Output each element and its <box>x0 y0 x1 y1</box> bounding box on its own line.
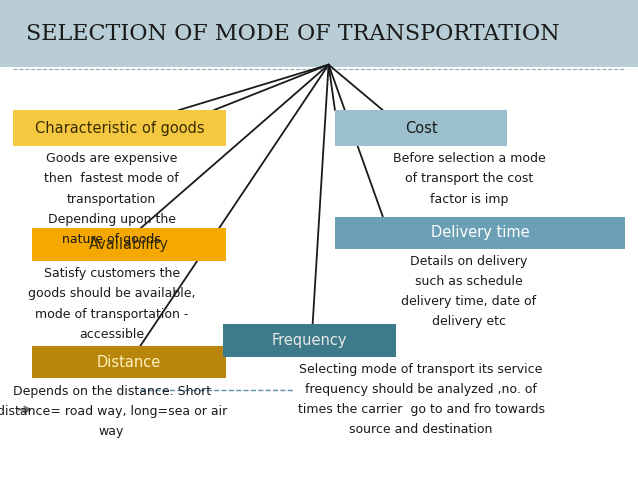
Text: Depending upon the: Depending upon the <box>48 213 175 226</box>
FancyBboxPatch shape <box>223 324 396 357</box>
FancyBboxPatch shape <box>0 0 638 67</box>
Text: times the carrier  go to and fro towards: times the carrier go to and fro towards <box>297 403 545 416</box>
Text: Delivery time: Delivery time <box>431 225 530 240</box>
Text: then  fastest mode of: then fastest mode of <box>44 172 179 185</box>
Text: SELECTION OF MODE OF TRANSPORTATION: SELECTION OF MODE OF TRANSPORTATION <box>26 23 559 46</box>
Text: frequency should be analyzed ,no. of: frequency should be analyzed ,no. of <box>305 383 537 396</box>
Text: Characteristic of goods: Characteristic of goods <box>35 121 204 136</box>
Text: Frequency: Frequency <box>272 333 347 348</box>
Text: Distance: Distance <box>97 354 161 370</box>
FancyBboxPatch shape <box>335 110 507 146</box>
Text: factor is imp: factor is imp <box>430 193 508 205</box>
Text: transportation: transportation <box>67 193 156 205</box>
Text: mode of transportation -: mode of transportation - <box>35 308 188 320</box>
FancyBboxPatch shape <box>32 346 226 378</box>
Text: Before selection a mode: Before selection a mode <box>392 152 545 165</box>
Text: goods should be available,: goods should be available, <box>28 287 195 300</box>
Text: Depends on the distance. Short: Depends on the distance. Short <box>13 385 211 398</box>
Text: such as schedule: such as schedule <box>415 275 523 288</box>
Text: delivery time, date of: delivery time, date of <box>401 295 537 308</box>
Text: Availability: Availability <box>89 237 169 252</box>
Text: Details on delivery: Details on delivery <box>410 255 528 268</box>
Text: source and destination: source and destination <box>350 423 493 436</box>
Text: Satisfy customers the: Satisfy customers the <box>43 267 180 280</box>
Text: Goods are expensive: Goods are expensive <box>46 152 177 165</box>
Text: delivery etc: delivery etc <box>432 315 506 328</box>
FancyBboxPatch shape <box>32 228 226 261</box>
FancyBboxPatch shape <box>13 110 226 146</box>
Text: Selecting mode of transport its service: Selecting mode of transport its service <box>299 363 543 376</box>
Text: nature of goods: nature of goods <box>63 233 161 246</box>
Text: distance= road way, long=sea or air: distance= road way, long=sea or air <box>0 405 226 418</box>
Text: way: way <box>99 425 124 438</box>
FancyBboxPatch shape <box>335 217 625 249</box>
Text: Cost: Cost <box>404 121 438 136</box>
Text: accessible: accessible <box>79 328 144 341</box>
Text: of transport the cost: of transport the cost <box>404 172 533 185</box>
